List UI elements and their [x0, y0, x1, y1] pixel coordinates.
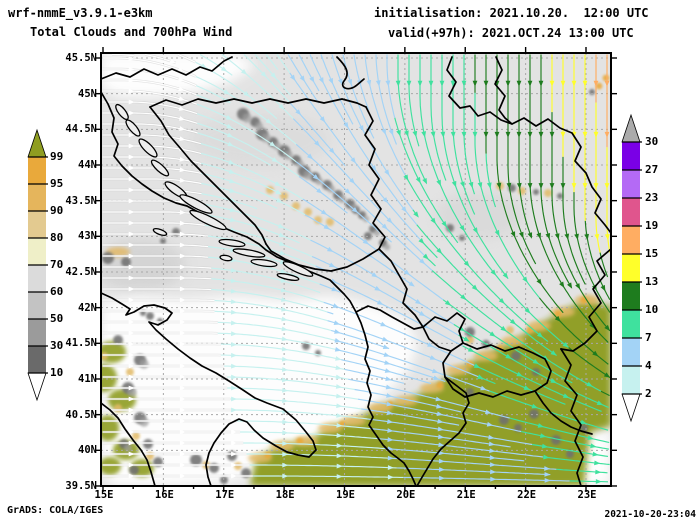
wind-scale-label: 27 [645, 163, 659, 176]
wind-scale-label: 15 [645, 247, 659, 260]
cloud-scale-label: 99 [50, 150, 64, 163]
lat-tick-label: 44N [78, 158, 97, 171]
coastline-croatia-albania [101, 91, 417, 486]
lon-tick-label: 16E [154, 489, 174, 501]
wind-scale-label: 2 [645, 387, 652, 400]
wind-scale-label: 10 [645, 303, 659, 316]
border-albania-greece [416, 376, 470, 486]
lat-tick-label: 42.5N [65, 265, 97, 278]
border-bulgaria-greece [560, 348, 584, 486]
colorbars [27, 113, 642, 423]
lat-tick-label: 39.5N [65, 479, 97, 492]
creation-timestamp: 2021-10-20-23:04 [604, 509, 696, 520]
map-outline-layer [101, 56, 611, 486]
wind-scale-label: 23 [645, 191, 659, 204]
border-hungary-croatia-hook [336, 56, 365, 90]
coastline-italy-tyrrhenian [101, 402, 156, 486]
lon-tick-label: 20E [396, 489, 416, 501]
grads-credit: GrADS: COLA/IGES [7, 505, 104, 516]
product-title: Total Clouds and 700hPa Wind [30, 25, 233, 39]
lat-tick-label: 41.5N [65, 337, 97, 350]
cloud-scale-label: 95 [50, 177, 64, 190]
dalmatian-islands [115, 103, 314, 281]
wind-scale-label: 4 [645, 359, 652, 372]
map-frame [100, 52, 612, 487]
lon-tick-label: 22E [517, 489, 537, 501]
border-bosnia-sava [149, 98, 367, 108]
cloud-scale-label: 10 [50, 366, 64, 379]
lat-tick-label: 40.5N [65, 408, 97, 421]
cloud-scale-label: 50 [50, 312, 64, 325]
lat-tick-label: 41N [78, 372, 97, 385]
lon-tick-label: 15E [94, 489, 114, 501]
cloud-scale-label: 60 [50, 285, 64, 298]
coastline-italy-adriatic [101, 292, 317, 486]
border-serbia-bulgaria [560, 248, 611, 352]
lat-tick-label: 45N [78, 87, 97, 100]
wind-scale-label: 7 [645, 331, 652, 344]
border-croatia-bosnia [149, 106, 267, 245]
lon-tick-label: 23E [577, 489, 597, 501]
lat-tick-label: 43.5N [65, 194, 97, 207]
lat-tick-label: 45.5N [65, 52, 97, 64]
lon-tick-label: 17E [215, 489, 235, 501]
lon-tick-label: 18E [275, 489, 295, 501]
border-serbia-montenegro [378, 248, 424, 328]
model-title: wrf-nmmE_v3.9.1-e3km [8, 6, 153, 20]
border-bosnia-south [265, 243, 380, 272]
lat-tick-label: 44.5N [65, 123, 97, 136]
cloud-scale-label: 70 [50, 258, 64, 271]
cloud-scale-label: 80 [50, 231, 64, 244]
lon-tick-label: 19E [336, 489, 355, 501]
lat-tick-label: 43N [78, 230, 97, 243]
lat-tick-label: 42N [78, 301, 97, 314]
axis-ticks [95, 47, 617, 492]
lat-tick-label: 40N [78, 444, 97, 457]
border-macedonia-greece [534, 390, 593, 435]
init-time-label: initialisation: 2021.10.20. 12:00 UTC [374, 6, 649, 20]
wind-scale-label: 19 [645, 219, 659, 232]
cloud-scale-label: 30 [50, 339, 64, 352]
wind-scale-label: 13 [645, 275, 659, 288]
lon-tick-label: 21E [456, 489, 476, 501]
border-hungary-romania [494, 56, 513, 125]
cloud-scale-label: 90 [50, 204, 64, 217]
border-drina [364, 106, 386, 250]
border-hungary-serbia-romania [446, 56, 611, 234]
wind-scale-label: 30 [645, 135, 659, 148]
border-montenegro-albania [355, 305, 424, 330]
valid-time-label: valid(+97h): 2021.OCT.24 13:00 UTC [388, 26, 634, 40]
border-kosovo [422, 312, 466, 352]
border-slovenia-croatia [101, 56, 233, 80]
